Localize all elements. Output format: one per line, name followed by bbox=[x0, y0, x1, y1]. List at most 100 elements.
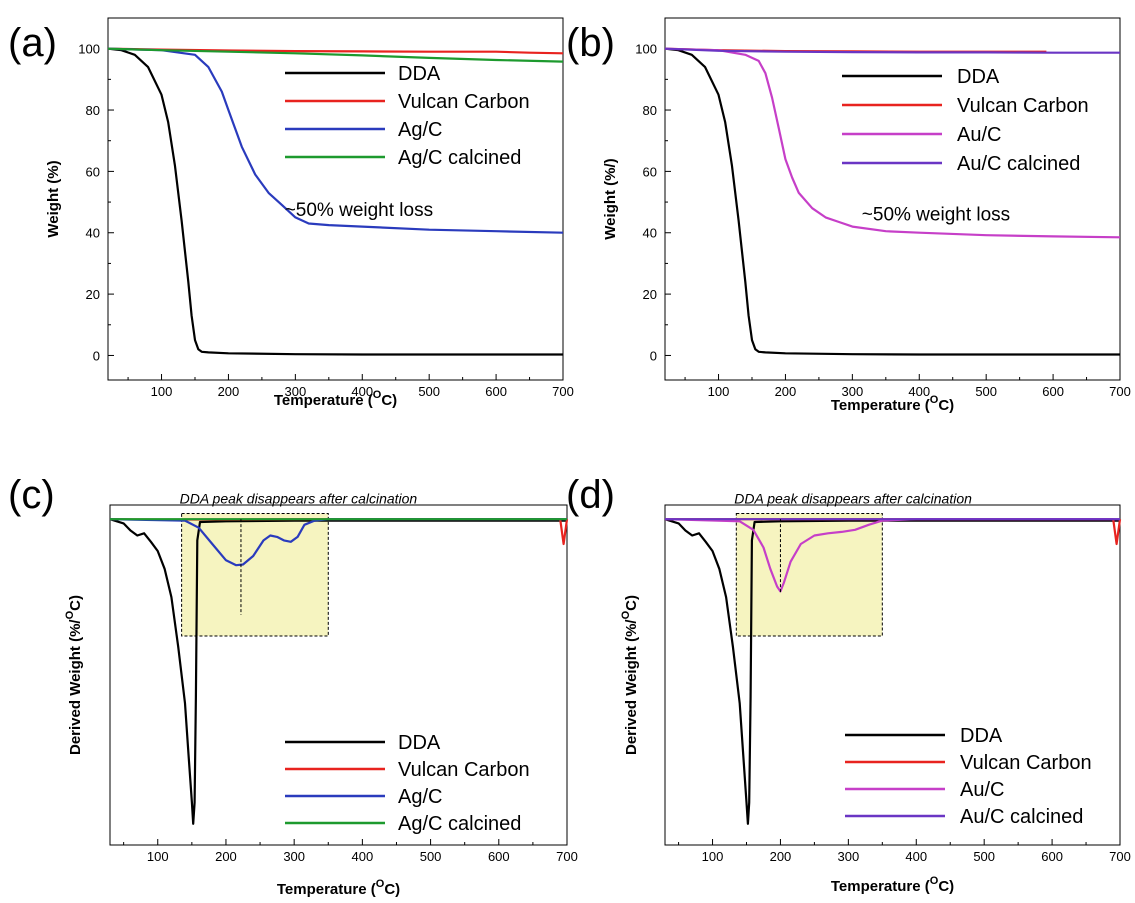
panel-letter: (c) bbox=[8, 473, 55, 517]
x-tick-label: 400 bbox=[351, 384, 373, 399]
y-axis-title: Derived Weight (%/OC) bbox=[620, 595, 640, 755]
x-tick-label: 200 bbox=[215, 849, 237, 864]
legend-label-0: DDA bbox=[957, 66, 1000, 88]
y-tick-label: 80 bbox=[86, 103, 100, 118]
legend-label-3: Ag/C calcined bbox=[398, 813, 521, 835]
highlight-box bbox=[735, 513, 883, 637]
series-line-2 bbox=[664, 47, 1121, 239]
x-tick-label: 500 bbox=[418, 384, 440, 399]
x-tick-label: 100 bbox=[702, 849, 724, 864]
series-line-0 bbox=[664, 47, 1120, 356]
x-axis-title: Temperature (OC) bbox=[274, 389, 397, 409]
legend-label-2: Ag/C bbox=[398, 786, 442, 808]
y-axis-title-text: Weight (%) bbox=[45, 160, 62, 237]
legend-label-3: Au/C calcined bbox=[957, 153, 1080, 175]
legend-label-2: Au/C bbox=[960, 779, 1004, 801]
y-tick-label: 60 bbox=[86, 164, 100, 179]
x-tick-label: 400 bbox=[908, 384, 930, 399]
series-line-2 bbox=[664, 518, 1120, 593]
series-line-2 bbox=[109, 518, 567, 567]
y-axis-title-text: Derived Weight (%/ bbox=[623, 619, 640, 755]
y-axis-title-tail: C) bbox=[67, 595, 84, 611]
x-tick-label: 600 bbox=[488, 849, 510, 864]
y-tick-label: 40 bbox=[643, 226, 657, 241]
annotation-text: ~50% weight loss bbox=[862, 204, 1010, 225]
x-axis-title-text: Temperature ( bbox=[831, 878, 930, 895]
y-axis-title: Derived Weight (%/OC) bbox=[64, 595, 84, 755]
x-axis-title-sup: O bbox=[930, 394, 939, 406]
x-axis-title-sup: O bbox=[930, 875, 939, 887]
y-axis-title-text: Weight (%/) bbox=[602, 158, 619, 239]
y-axis-title-text: Derived Weight (%/ bbox=[67, 619, 84, 755]
x-tick-label: 500 bbox=[975, 384, 997, 399]
legend-label-1: Vulcan Carbon bbox=[957, 95, 1089, 117]
legend-label-0: DDA bbox=[960, 725, 1003, 747]
legend-label-2: Ag/C bbox=[398, 119, 442, 141]
panel-a: (a) 100 200 300 400 500 600 700 0 20 40 60 80 100 Temp… bbox=[8, 17, 574, 409]
plot-frame bbox=[109, 504, 568, 846]
x-tick-label: 100 bbox=[147, 849, 169, 864]
x-tick-label: 300 bbox=[283, 849, 305, 864]
y-tick-label: 60 bbox=[643, 164, 657, 179]
legend-label-3: Au/C calcined bbox=[960, 806, 1083, 828]
x-axis-title-sup: O bbox=[373, 389, 382, 401]
plot-frame bbox=[107, 17, 564, 381]
series-line-0 bbox=[664, 518, 1120, 825]
x-tick-label: 300 bbox=[838, 849, 860, 864]
x-tick-label: 100 bbox=[151, 384, 173, 399]
x-axis-title-text: Temperature ( bbox=[831, 397, 930, 414]
x-axis-title-text: Temperature ( bbox=[277, 881, 376, 898]
panel-d: (d) DDA peak disappears after calcination… bbox=[566, 473, 1131, 895]
y-tick-label: 100 bbox=[78, 42, 100, 57]
x-tick-label: 300 bbox=[285, 384, 307, 399]
panel-letter: (a) bbox=[8, 21, 57, 65]
panel-letter: (d) bbox=[566, 473, 615, 517]
x-axis-title-tail: C) bbox=[938, 397, 954, 414]
x-tick-label: 600 bbox=[485, 384, 507, 399]
x-axis-title-tail: C) bbox=[381, 392, 397, 409]
y-axis-title-sup: O bbox=[64, 610, 76, 619]
series-line-1 bbox=[665, 518, 1122, 546]
y-tick-label: 0 bbox=[93, 348, 100, 363]
legend-label-1: Vulcan Carbon bbox=[960, 752, 1092, 774]
x-tick-label: 700 bbox=[1109, 849, 1131, 864]
legend-label-3: Ag/C calcined bbox=[398, 147, 521, 169]
plot-frame bbox=[664, 504, 1121, 846]
y-tick-label: 20 bbox=[86, 287, 100, 302]
x-axis-title-tail: C) bbox=[938, 878, 954, 895]
plot-frame bbox=[664, 17, 1121, 381]
x-tick-label: 200 bbox=[770, 849, 792, 864]
highlight-box-label: DDA peak disappears after calcination bbox=[734, 491, 972, 507]
x-tick-label: 400 bbox=[905, 849, 927, 864]
x-axis-title-sup: O bbox=[376, 878, 385, 890]
x-tick-label: 500 bbox=[420, 849, 442, 864]
y-axis-title: Weight (%/) bbox=[602, 158, 619, 239]
x-axis-title: Temperature (OC) bbox=[831, 394, 954, 414]
panel-letter: (b) bbox=[566, 21, 615, 65]
x-axis-title: Temperature (OC) bbox=[831, 875, 954, 895]
y-axis-title-sup: O bbox=[620, 610, 632, 619]
x-tick-label: 300 bbox=[842, 384, 864, 399]
x-tick-label: 500 bbox=[973, 849, 995, 864]
panel-c: (c) DDA peak disappears after calcination… bbox=[8, 473, 578, 898]
legend-label-2: Au/C bbox=[957, 124, 1001, 146]
annotation-text: ~50% weight loss bbox=[285, 200, 433, 221]
x-tick-label: 200 bbox=[218, 384, 240, 399]
series-line-0 bbox=[107, 47, 563, 356]
x-tick-label: 400 bbox=[352, 849, 374, 864]
legend-label-1: Vulcan Carbon bbox=[398, 91, 530, 113]
legend-label-0: DDA bbox=[398, 732, 441, 754]
x-axis-title-tail: C) bbox=[384, 881, 400, 898]
y-tick-label: 0 bbox=[650, 348, 657, 363]
x-axis-title-text: Temperature ( bbox=[274, 392, 373, 409]
x-tick-label: 600 bbox=[1042, 384, 1064, 399]
x-axis-title: Temperature (OC) bbox=[277, 878, 400, 898]
y-tick-label: 20 bbox=[643, 287, 657, 302]
x-tick-label: 200 bbox=[775, 384, 797, 399]
y-axis-title: Weight (%) bbox=[45, 160, 62, 237]
legend-label-0: DDA bbox=[398, 63, 441, 85]
y-tick-label: 100 bbox=[635, 42, 657, 57]
highlight-box-label: DDA peak disappears after calcination bbox=[180, 491, 418, 507]
x-tick-label: 700 bbox=[552, 384, 574, 399]
series-line-3 bbox=[107, 47, 564, 63]
